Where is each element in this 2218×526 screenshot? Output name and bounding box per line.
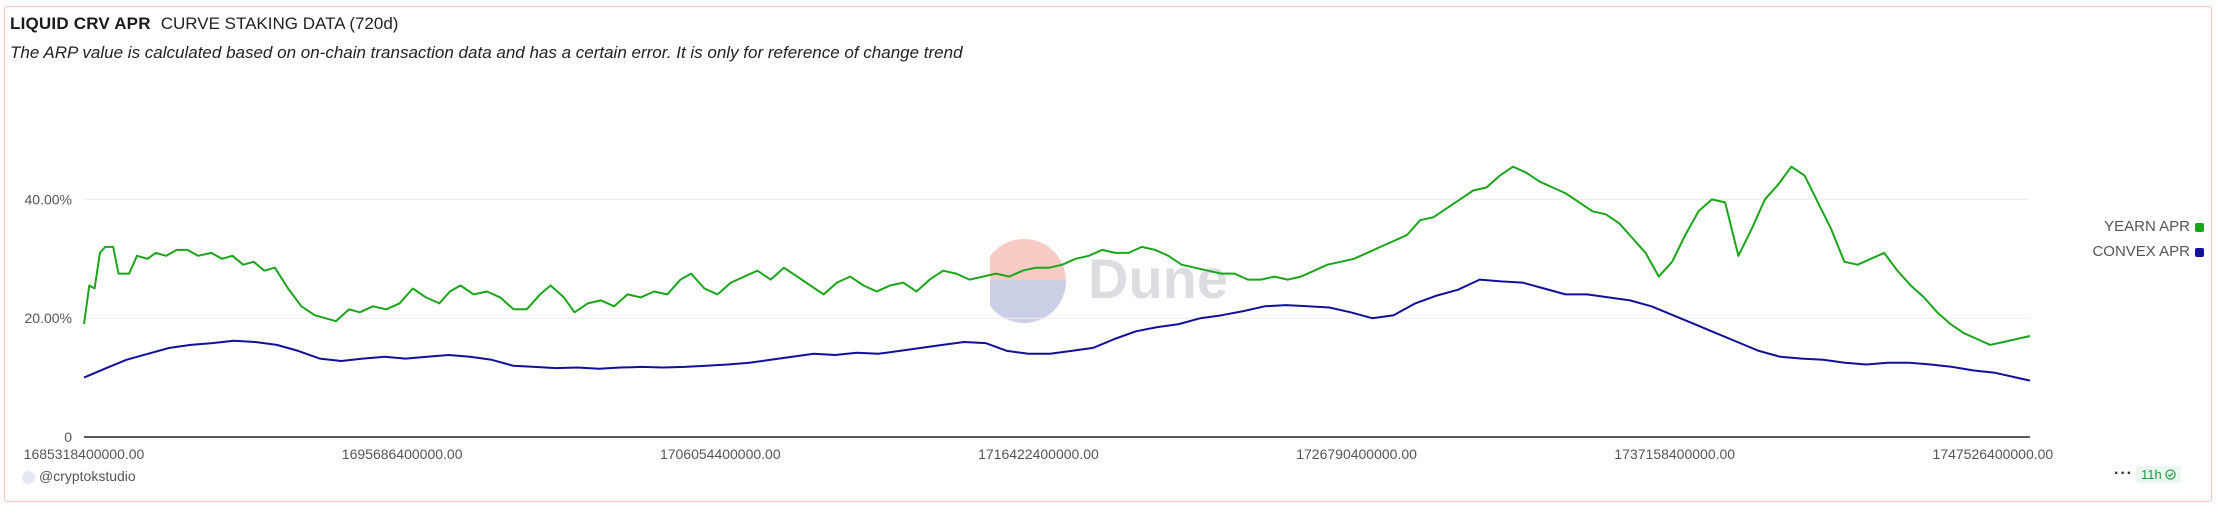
axes: 0 20.00% 40.00% 1685318400000.00 16956864000…: [24, 191, 2054, 462]
freshness-badge[interactable]: 11h: [2136, 466, 2182, 483]
chart-subtitle-tag: CURVE STAKING DATA (720d): [160, 14, 399, 33]
legend-item-yearn[interactable]: YEARN APR: [2092, 214, 2204, 239]
x-tick-label: 1695686400000.00: [342, 446, 463, 462]
convex-apr-line: [83, 278, 2031, 382]
x-tick-label: 1737158400000.00: [1614, 446, 1735, 462]
watermark-text: Dune: [1088, 247, 1228, 310]
chart-note: The ARP value is calculated based on on-…: [10, 43, 963, 62]
x-tick-label: 1716422400000.00: [978, 446, 1099, 462]
series-lines: [83, 165, 2031, 382]
y-tick-label: 20.00%: [25, 310, 72, 326]
legend: YEARN APR CONVEX APR: [2092, 214, 2204, 264]
legend-swatch-yearn: [2195, 222, 2204, 232]
chart-card: [4, 6, 2212, 502]
title-row: LIQUID CRV APR CURVE STAKING DATA (720d): [10, 14, 398, 34]
author-handle: @cryptokstudio: [39, 468, 136, 484]
x-tick-label: 1726790400000.00: [1296, 446, 1417, 462]
x-tick-label: 1685318400000.00: [24, 446, 145, 462]
chart-title: LIQUID CRV APR: [10, 14, 151, 33]
x-tick-label: 1706054400000.00: [660, 446, 781, 462]
more-menu-button[interactable]: ···: [2114, 465, 2133, 482]
avatar: [22, 470, 35, 484]
freshness-age: 11h: [2141, 467, 2162, 482]
check-circle-icon: [2165, 469, 2177, 480]
x-tick-label: 1747526400000.00: [1933, 446, 2054, 462]
legend-item-convex[interactable]: CONVEX APR: [2092, 239, 2204, 264]
legend-swatch-convex: [2195, 247, 2204, 257]
y-tick-label: 0: [64, 429, 72, 445]
grid-lines: [84, 198, 2030, 319]
y-tick-label: 40.00%: [25, 191, 72, 207]
dune-watermark: Dune: [990, 239, 1228, 323]
dune-logo-icon: [990, 239, 1066, 280]
yearn-apr-line: [83, 165, 2031, 346]
legend-label-convex: CONVEX APR: [2092, 243, 2190, 260]
author-credit[interactable]: @cryptokstudio: [22, 468, 136, 484]
legend-label-yearn: YEARN APR: [2104, 218, 2190, 235]
dune-logo-icon-lower: [990, 280, 1066, 323]
